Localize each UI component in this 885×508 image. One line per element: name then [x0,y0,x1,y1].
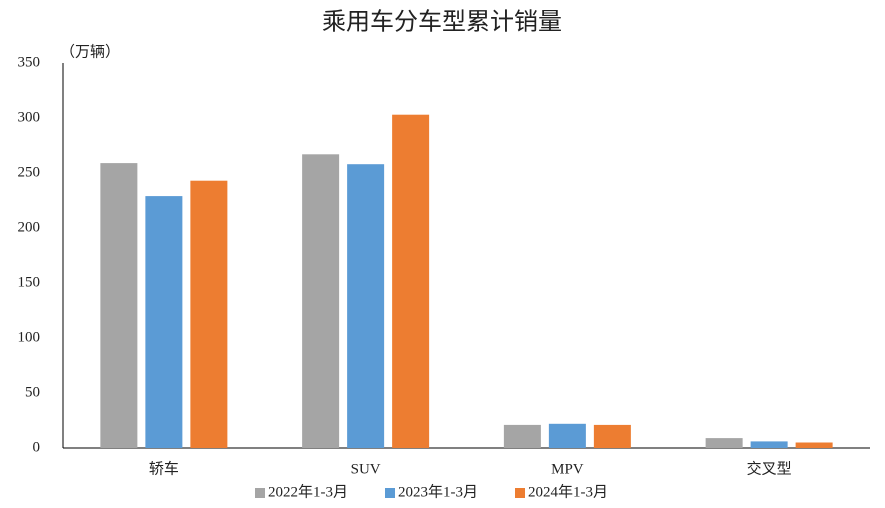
y-axis-label: （万辆） [60,43,120,60]
bar [503,424,541,448]
y-tick-label: 300 [18,109,41,125]
x-tick-label: MPV [551,461,584,477]
legend-label: 2023年1-3月 [398,483,478,500]
legend-swatch [255,488,265,498]
y-tick-label: 250 [18,164,41,180]
bar [705,438,743,448]
chart-title: 乘用车分车型累计销量 [322,9,562,36]
y-tick-label: 200 [18,219,41,235]
bar [392,114,430,448]
x-tick-label: SUV [351,461,381,477]
bar [190,180,228,448]
bar [593,424,631,448]
y-tick-label: 100 [18,329,41,345]
bar [795,442,833,448]
bar [347,164,385,448]
y-tick-label: 50 [25,384,40,400]
legend-swatch [385,488,395,498]
y-tick-label: 150 [18,274,41,290]
bar [145,196,183,448]
legend-label: 2024年1-3月 [528,483,608,500]
bar [750,441,788,448]
x-tick-label: 轿车 [149,460,179,477]
bar [548,423,586,448]
bar [100,163,138,448]
bar [302,154,340,449]
legend-label: 2022年1-3月 [268,483,348,500]
legend-swatch [515,488,525,498]
y-tick-label: 0 [33,439,41,455]
y-tick-label: 350 [18,54,41,70]
x-tick-label: 交叉型 [747,459,792,477]
